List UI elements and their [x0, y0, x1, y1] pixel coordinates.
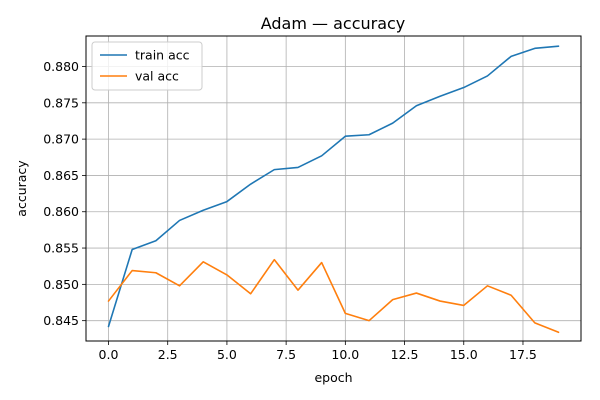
- legend-box: [91, 41, 203, 91]
- y-tick-label: 0.865: [43, 168, 79, 183]
- legend: train acc val acc: [91, 41, 203, 91]
- y-tick-label: 0.845: [43, 313, 79, 328]
- x-tick-label: 5.0: [217, 347, 237, 362]
- grid: [86, 36, 581, 341]
- y-tick-label: 0.850: [43, 277, 79, 292]
- series-line-0: [107, 45, 560, 328]
- y-tick-label: 0.860: [43, 204, 79, 219]
- y-tick-label: 0.855: [43, 241, 79, 256]
- x-tick-label: 15.0: [450, 347, 478, 362]
- x-tick-label: 0.0: [99, 347, 119, 362]
- y-tick-label: 0.870: [43, 132, 79, 147]
- x-axis-label: epoch: [314, 370, 352, 385]
- x-tick-label: 17.5: [509, 347, 537, 362]
- plot-frame: [85, 35, 582, 342]
- chart-title: Adam — accuracy: [261, 14, 406, 33]
- legend-label-1: val acc: [135, 69, 179, 84]
- axis-ticks: 0.0 2.5 5.0 7.5 10.0 12.5 15.0 17.5 0.845 0.850 0.…: [43, 59, 537, 362]
- x-tick-label: 10.0: [331, 347, 359, 362]
- x-tick-label: 2.5: [158, 347, 178, 362]
- y-axis-label: accuracy: [14, 160, 29, 217]
- y-tick-label: 0.880: [43, 59, 79, 74]
- series-line-1: [107, 258, 560, 334]
- y-tick-label: 0.875: [43, 95, 79, 110]
- x-tick-label: 7.5: [276, 347, 296, 362]
- series-lines: [107, 45, 560, 334]
- legend-label-0: train acc: [135, 48, 190, 63]
- x-tick-label: 12.5: [391, 347, 419, 362]
